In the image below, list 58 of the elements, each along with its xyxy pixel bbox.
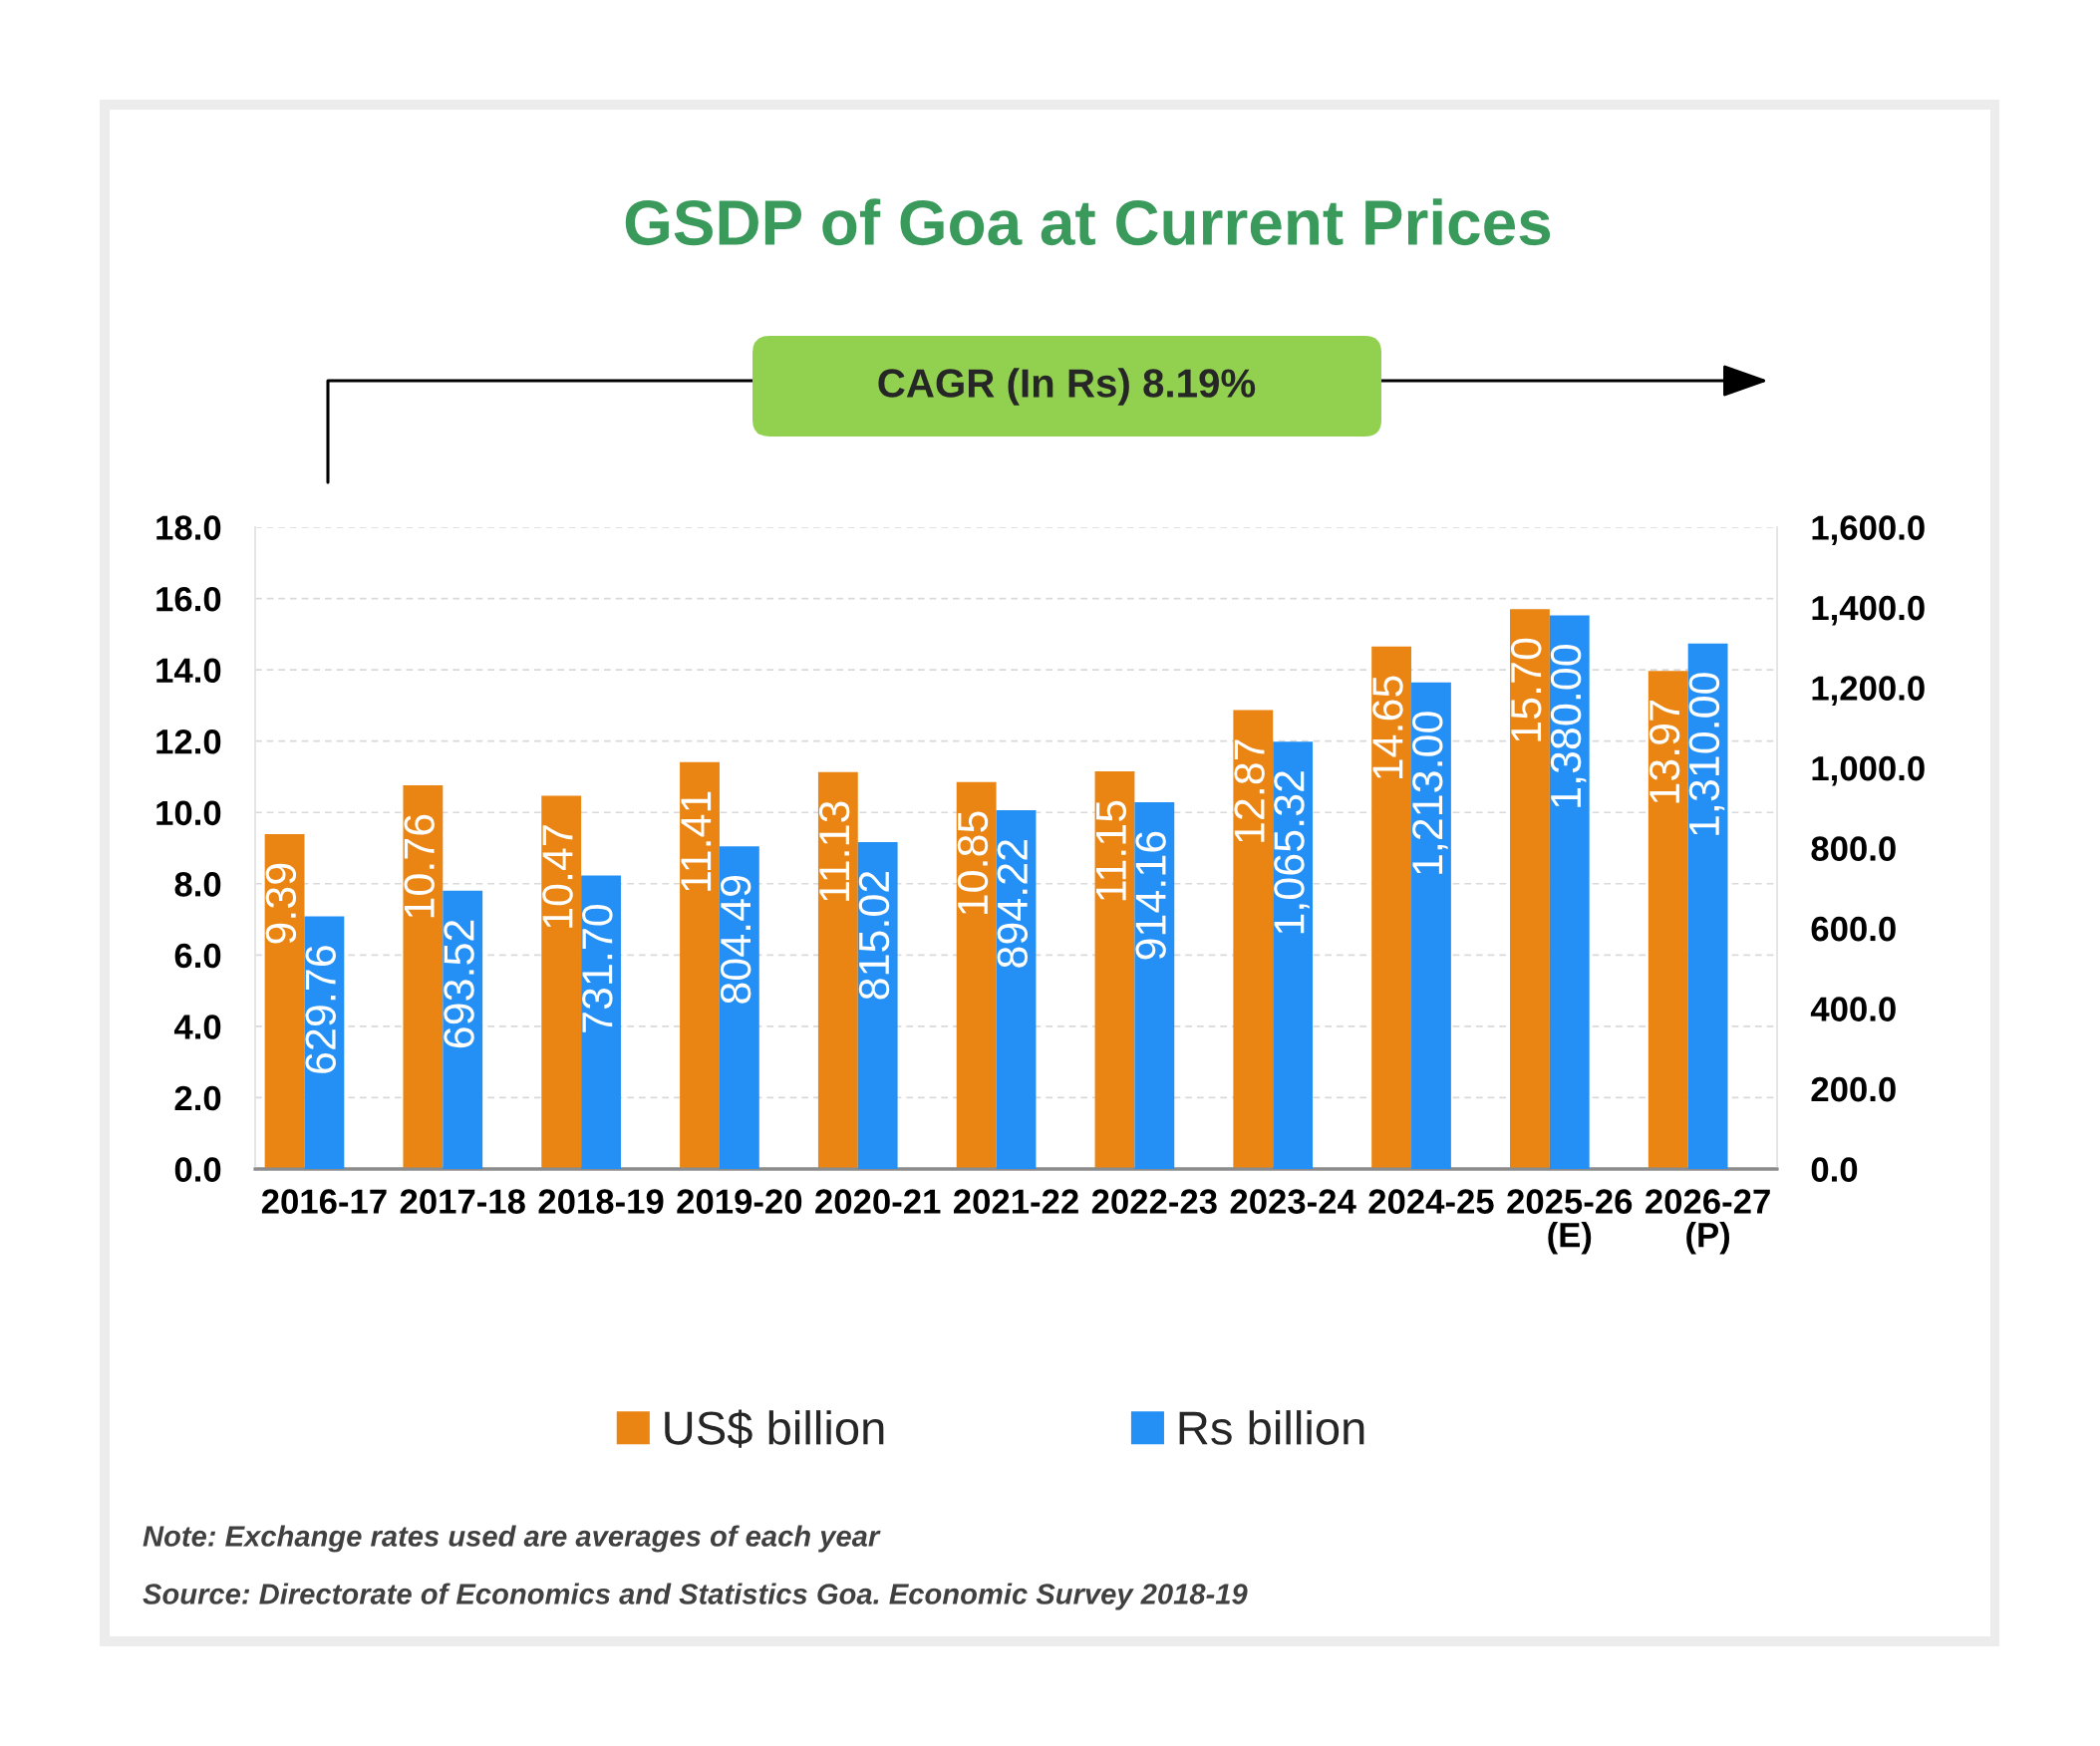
data-label: 693.52: [444, 920, 474, 1048]
x-tick-label: 2019-20: [677, 1189, 802, 1214]
data-label: 15.70: [1511, 638, 1542, 741]
y-tick-label: 16.0: [156, 586, 221, 612]
y-tick-label: 4.0: [173, 1015, 221, 1039]
y2-tick-label: 0.0: [1811, 1157, 1858, 1182]
chart-title: GSDP of Goa at Current Prices: [625, 198, 1551, 246]
source-note: Source: Directorate of Economics and Statistics Goa. Economic Survey 2018-19: [143, 1583, 1248, 1610]
y-tick-label: 8.0: [174, 872, 221, 897]
data-label: 731.70: [582, 904, 613, 1032]
data-label: 12.87: [1234, 739, 1265, 842]
data-label: 10.47: [542, 825, 573, 928]
y2-tick-label: 1,600.0: [1812, 515, 1925, 545]
data-label: 14.65: [1372, 676, 1403, 779]
y2-tick-label: 200.0: [1811, 1076, 1896, 1102]
legend-label: US$ billion: [665, 1409, 884, 1448]
data-label: 1,213.00: [1412, 712, 1448, 874]
data-label: 10.85: [957, 811, 989, 915]
text: Note: Exchange rates used are averages of each year: [143, 1525, 881, 1553]
data-label: 914.16: [1135, 831, 1166, 960]
data-label: 804.49: [720, 876, 751, 1004]
x-tick-label: 2016-17: [261, 1189, 387, 1214]
y-tick-label: 0.0: [174, 1157, 221, 1182]
data-label: 9.39: [265, 863, 297, 944]
y2-tick-label: 1,000.0: [1812, 755, 1925, 786]
y-tick-label: 12.0: [156, 729, 221, 754]
x-tick-label: 2025-26 (E): [1507, 1189, 1633, 1255]
data-label: 11.13: [818, 801, 850, 901]
data-label: 1,380.00: [1550, 645, 1587, 807]
data-label: 1,065.32: [1274, 771, 1310, 934]
y-tick-label: 14.0: [156, 658, 221, 684]
y2-tick-label: 600.0: [1811, 916, 1896, 942]
y2-tick-label: 400.0: [1810, 997, 1896, 1021]
text: CAGR (In Rs) 8.19%: [878, 368, 1256, 406]
x-tick-label: 2024-25: [1368, 1189, 1494, 1214]
x-tick-label: 2026-27 (P): [1646, 1189, 1770, 1255]
y2-tick-label: 800.0: [1811, 836, 1896, 861]
data-label: 13.97: [1649, 701, 1680, 803]
x-tick-label: 2023-24: [1230, 1189, 1356, 1214]
data-label: 11.15: [1095, 800, 1127, 901]
data-label: 629.76: [305, 946, 336, 1073]
y2-tick-label: 1,200.0: [1812, 676, 1925, 706]
x-tick-label: 2018-19: [538, 1189, 664, 1214]
y-tick-label: 10.0: [156, 800, 221, 826]
y-tick-label: 2.0: [174, 1085, 221, 1111]
data-label: 11.41: [681, 791, 712, 891]
x-tick-label: 2017-18: [400, 1189, 525, 1214]
x-tick-label: 2020-21: [815, 1189, 941, 1214]
data-label: 894.22: [997, 840, 1029, 968]
y-tick-label: 18.0: [156, 515, 221, 540]
x-tick-label: 2022-23: [1091, 1189, 1217, 1214]
data-label: 10.76: [404, 814, 435, 918]
y-tick-label: 6.0: [174, 943, 221, 969]
y2-tick-label: 1,400.0: [1812, 595, 1925, 626]
x-tick-label: 2021-22: [954, 1189, 1078, 1214]
data-label: 815.02: [858, 871, 890, 1000]
data-label: 1,310.00: [1688, 673, 1725, 835]
legend-label: Rs billion: [1179, 1410, 1364, 1445]
